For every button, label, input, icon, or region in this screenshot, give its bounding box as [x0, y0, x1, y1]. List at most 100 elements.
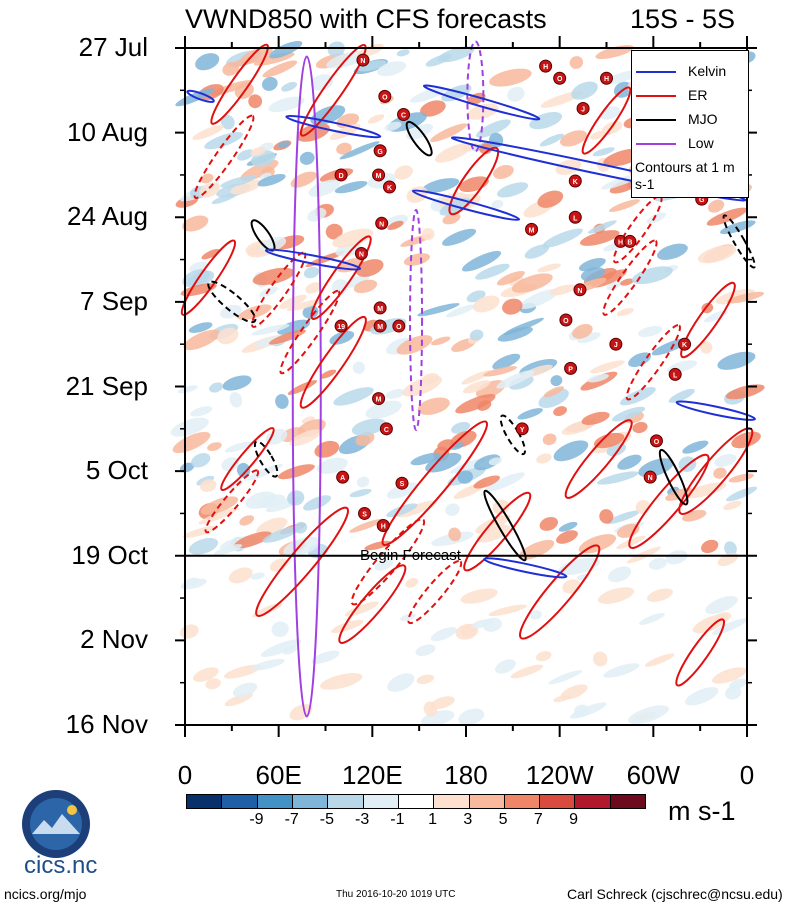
- anomaly-blob: [707, 199, 725, 213]
- axis-ticks: [175, 36, 757, 737]
- anomaly-blob: [475, 514, 511, 534]
- anomaly-blob: [387, 673, 415, 692]
- anomaly-blob: [417, 397, 450, 415]
- storm-marker[interactable]: L: [668, 367, 682, 381]
- storm-icon: [668, 367, 682, 381]
- storm-marker[interactable]: M: [373, 319, 387, 333]
- storm-marker[interactable]: M: [372, 392, 386, 406]
- storm-icon: [358, 506, 372, 520]
- y-tick-label: 27 Jul: [78, 32, 148, 62]
- storm-marker[interactable]: A: [336, 470, 350, 484]
- storm-marker[interactable]: 19: [334, 319, 348, 333]
- anomaly-blob: [190, 406, 213, 417]
- storm-marker[interactable]: C: [379, 422, 393, 436]
- storm-label: S: [400, 481, 405, 488]
- storm-marker[interactable]: O: [553, 71, 567, 85]
- storm-marker[interactable]: O: [392, 319, 406, 333]
- anomaly-blob: [183, 329, 221, 351]
- anomaly-blob: [611, 406, 646, 422]
- kelvin-contour: [264, 248, 362, 271]
- storm-marker[interactable]: S: [358, 506, 372, 520]
- anomaly-blob: [601, 173, 641, 190]
- storm-marker[interactable]: K: [678, 337, 692, 351]
- storm-marker[interactable]: C: [397, 107, 411, 121]
- anomaly-blob: [445, 503, 460, 516]
- kelvin-contour: [411, 189, 521, 221]
- anomaly-blob: [537, 263, 561, 273]
- chart-title: VWND850 with CFS forecasts: [185, 4, 547, 34]
- anomaly-blob: [461, 370, 491, 385]
- storm-marker[interactable]: O: [649, 434, 663, 448]
- anomaly-blob: [442, 212, 461, 225]
- anomaly-blob: [632, 421, 648, 434]
- anomaly-blob: [475, 263, 510, 280]
- storm-marker[interactable]: O: [559, 313, 573, 327]
- er-contour: [255, 506, 350, 617]
- storm-marker[interactable]: N: [354, 247, 368, 261]
- colorbar-swatch: [292, 795, 329, 808]
- er-contour: [381, 420, 489, 546]
- storm-marker[interactable]: H: [376, 519, 390, 533]
- storm-marker[interactable]: N: [643, 470, 657, 484]
- storm-marker[interactable]: M: [372, 168, 386, 182]
- storm-marker[interactable]: D: [334, 168, 348, 182]
- anomaly-blob: [462, 250, 502, 272]
- anomaly-blob: [222, 375, 252, 391]
- anomaly-blob: [430, 627, 457, 642]
- storm-marker[interactable]: J: [609, 337, 623, 351]
- storm-marker[interactable]: B: [623, 234, 637, 248]
- storm-icon: [376, 519, 390, 533]
- anomaly-blob: [569, 702, 607, 719]
- storm-marker[interactable]: N: [573, 283, 587, 297]
- anomaly-blob: [608, 566, 632, 583]
- storm-label: O: [654, 439, 660, 446]
- legend-mjo: MJO: [636, 111, 746, 127]
- storm-icon: [375, 216, 389, 230]
- legend-low: Low: [636, 135, 746, 151]
- storm-marker[interactable]: Y: [515, 422, 529, 436]
- anomaly-blob: [542, 228, 583, 248]
- storm-marker[interactable]: N: [375, 216, 389, 230]
- kelvin-contour: [450, 136, 747, 202]
- storm-marker[interactable]: M: [525, 222, 539, 236]
- anomaly-blob: [620, 278, 634, 286]
- x-tick-label: 60W: [626, 760, 681, 790]
- storm-marker[interactable]: S: [395, 476, 409, 490]
- anomaly-blob: [387, 220, 404, 231]
- storm-marker[interactable]: L: [568, 210, 582, 224]
- anomaly-blob: [476, 119, 511, 138]
- colorbar-label: 1: [428, 811, 438, 828]
- storm-marker[interactable]: O: [378, 89, 392, 103]
- storm-marker[interactable]: K: [568, 174, 582, 188]
- anomaly-blob: [599, 509, 614, 524]
- anomaly-blob: [543, 386, 564, 398]
- anomaly-blob: [287, 380, 318, 395]
- colorbar: [186, 794, 646, 809]
- storm-label: A: [340, 475, 345, 482]
- storm-label: M: [376, 397, 382, 404]
- storm-label: M: [376, 173, 382, 180]
- storm-marker[interactable]: P: [564, 361, 578, 375]
- storm-marker[interactable]: K: [383, 180, 397, 194]
- storm-marker[interactable]: N: [356, 53, 370, 67]
- storm-marker[interactable]: H: [614, 234, 628, 248]
- storm-marker[interactable]: J: [576, 101, 590, 115]
- anomaly-blob: [631, 266, 673, 285]
- colorbar-label: -5: [319, 811, 335, 828]
- site-link[interactable]: ncics.org/mjo: [4, 886, 87, 902]
- storm-marker[interactable]: M: [373, 301, 387, 315]
- anomaly-blob: [349, 488, 372, 498]
- anomaly-blob: [455, 394, 496, 414]
- anomaly-blob: [356, 476, 370, 488]
- y-axis-labels: 27 Jul 10 Aug 24 Aug 7 Sep 21 Sep 5 Oct 19 Oct…: [0, 0, 148, 907]
- storm-label: P: [568, 366, 573, 373]
- kelvin-contour: [483, 557, 568, 579]
- storm-marker[interactable]: G: [373, 144, 387, 158]
- storm-marker[interactable]: H: [600, 71, 613, 85]
- anomaly-blob: [207, 442, 222, 451]
- storm-marker[interactable]: H: [539, 59, 553, 73]
- anomaly-blob: [250, 146, 267, 157]
- anomaly-blob: [339, 141, 380, 160]
- anomaly-blob: [593, 432, 625, 449]
- cics-logo-icon[interactable]: [10, 786, 102, 878]
